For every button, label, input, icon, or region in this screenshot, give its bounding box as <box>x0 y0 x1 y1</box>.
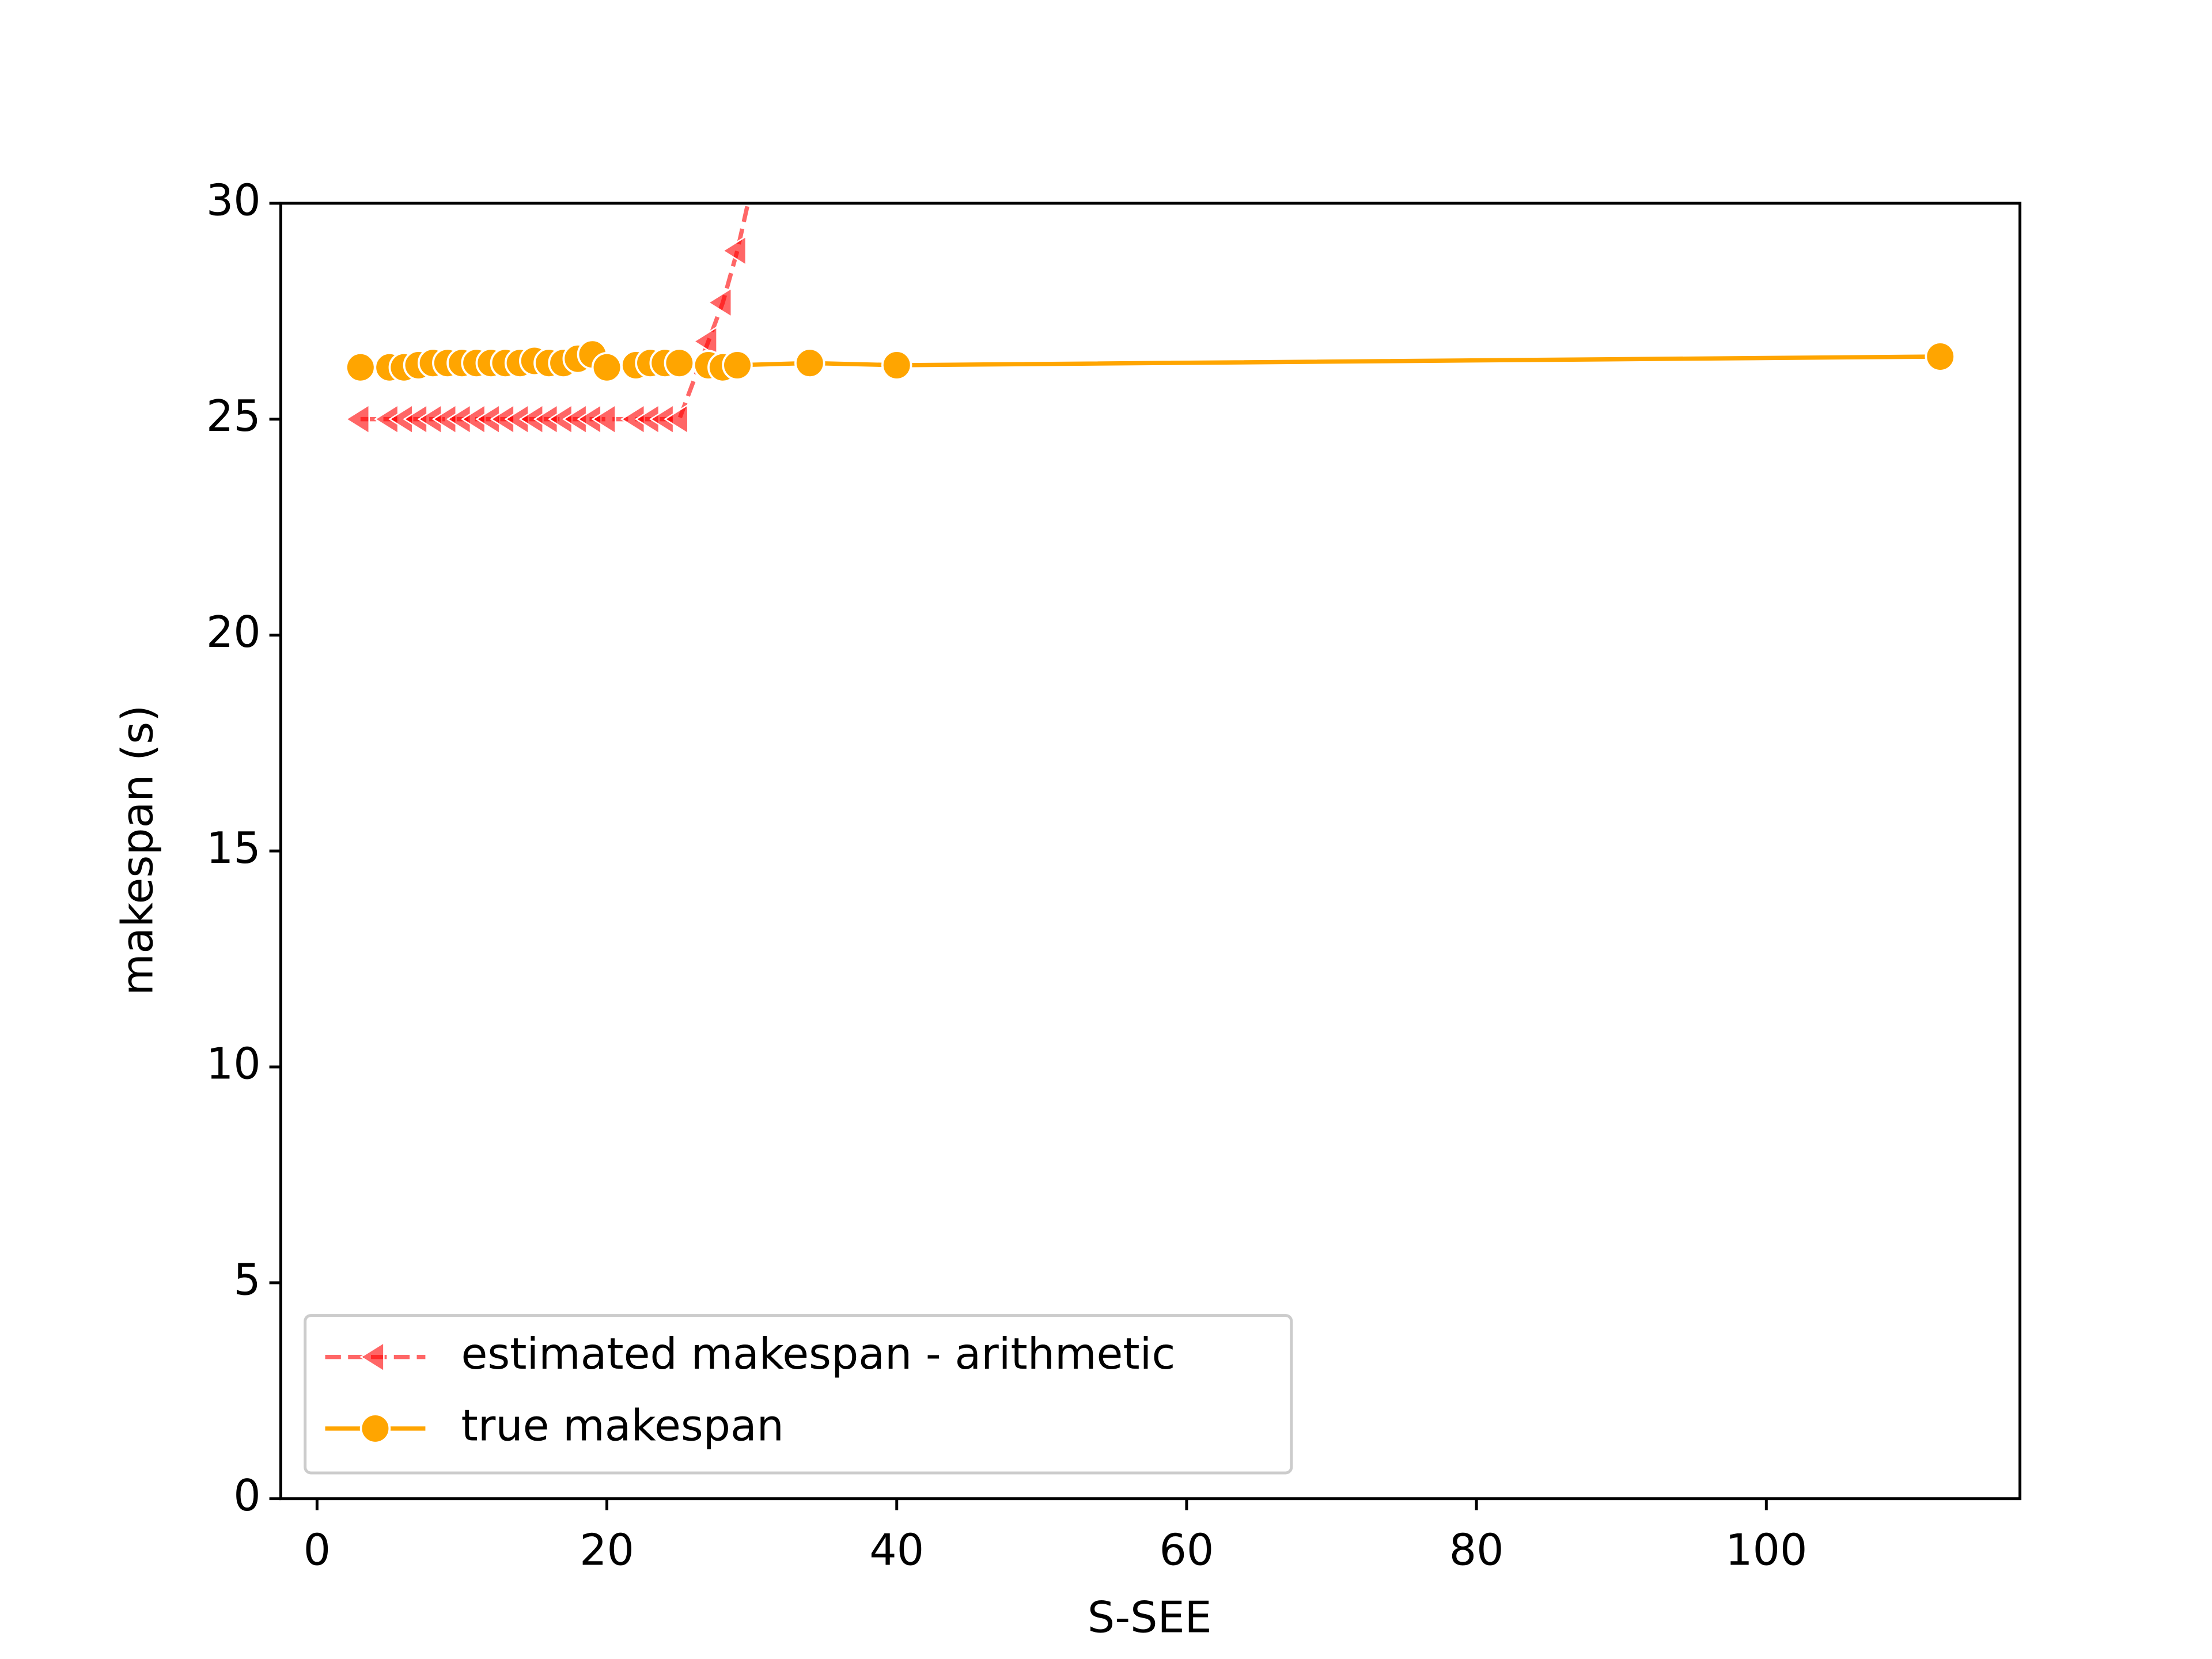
legend-marker <box>359 1341 385 1373</box>
axes-frame <box>279 202 2022 1501</box>
legend-label: true makespan <box>461 1400 784 1450</box>
data-point <box>664 403 689 435</box>
data-point <box>1925 341 1956 372</box>
data-point <box>591 351 623 383</box>
x-tick-label: 100 <box>1725 1525 1807 1575</box>
data-point <box>692 325 718 357</box>
y-tick-label: 0 <box>233 1471 260 1521</box>
x-tick-label: 0 <box>304 1525 331 1575</box>
x-axis-label: S-SEE <box>1088 1592 1212 1642</box>
series-line <box>360 203 751 422</box>
y-tick-label: 20 <box>206 607 261 657</box>
data-point <box>707 287 732 319</box>
data-point <box>721 235 747 267</box>
legend-box <box>304 1314 1293 1475</box>
plot-area <box>344 172 1956 435</box>
x-tick-label: 60 <box>1160 1525 1214 1575</box>
legend-marker <box>359 1413 391 1444</box>
data-point <box>737 172 760 200</box>
data-point <box>881 350 912 381</box>
data-point <box>794 347 825 378</box>
data-point <box>591 403 616 435</box>
data-point <box>722 350 753 381</box>
x-tick-label: 40 <box>869 1525 924 1575</box>
data-point <box>344 403 370 435</box>
legend-label: estimated makespan - arithmetic <box>461 1329 1176 1379</box>
x-tick-label: 20 <box>579 1525 634 1575</box>
y-tick-label: 10 <box>206 1039 261 1089</box>
y-axis-label: makespan (s) <box>112 705 162 995</box>
y-tick-label: 15 <box>206 823 261 873</box>
y-tick-label: 5 <box>233 1255 260 1305</box>
data-point <box>345 351 376 383</box>
y-tick-label: 25 <box>206 391 261 441</box>
y-tick-label: 30 <box>206 175 261 225</box>
x-tick-label: 80 <box>1449 1525 1504 1575</box>
data-point <box>664 347 695 378</box>
